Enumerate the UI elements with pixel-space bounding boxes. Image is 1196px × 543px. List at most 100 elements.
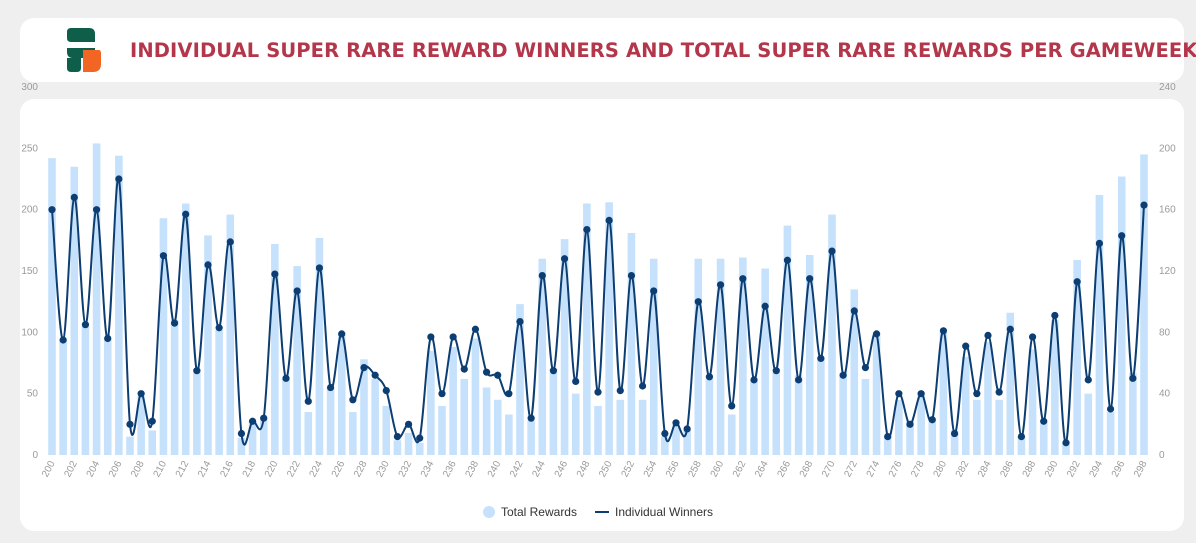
x-axis-tick-label: 254 bbox=[642, 459, 660, 479]
total-rewards-bar bbox=[750, 381, 758, 455]
individual-winners-point bbox=[761, 302, 769, 310]
individual-winners-point bbox=[1095, 239, 1104, 247]
individual-winners-point bbox=[204, 261, 212, 269]
total-rewards-bar bbox=[672, 424, 680, 455]
total-rewards-bar bbox=[493, 399, 502, 455]
left-axis-tick-label: 150 bbox=[21, 266, 38, 277]
x-axis-tick-label: 294 bbox=[1088, 459, 1106, 479]
total-rewards-bar bbox=[917, 393, 925, 455]
x-axis-tick-label: 242 bbox=[508, 459, 526, 479]
total-rewards-bar bbox=[538, 258, 547, 455]
x-axis-tick-label: 290 bbox=[1043, 459, 1061, 479]
total-rewards-bar bbox=[92, 143, 101, 455]
individual-winners-point bbox=[850, 307, 858, 315]
individual-winners-point bbox=[1051, 311, 1059, 320]
right-axis-tick-label: 240 bbox=[1159, 82, 1176, 93]
logo-orange-shape bbox=[83, 50, 101, 72]
total-rewards-bar bbox=[115, 155, 123, 455]
x-axis-tick-label: 234 bbox=[419, 459, 437, 479]
x-axis-ticks: 200 202 204 206 208 210 212 214 216 218 220 222 224 2… bbox=[40, 459, 1150, 479]
individual-winners-point bbox=[817, 354, 825, 362]
total-rewards-bar bbox=[215, 329, 223, 455]
individual-winners-point bbox=[939, 327, 948, 335]
total-rewards-bar bbox=[1095, 194, 1104, 456]
legend-item-total-rewards[interactable]: Total Rewards bbox=[482, 505, 577, 519]
left-axis-tick-label: 0 bbox=[32, 450, 38, 461]
total-rewards-bar bbox=[906, 420, 914, 455]
individual-winners-point bbox=[683, 425, 691, 433]
total-rewards-bar bbox=[794, 375, 803, 455]
individual-winners-point bbox=[1040, 417, 1048, 425]
total-rewards-bar bbox=[1084, 393, 1093, 455]
individual-winners-point bbox=[1106, 405, 1115, 413]
total-rewards-bar bbox=[895, 399, 903, 455]
total-rewards-bar bbox=[482, 387, 491, 455]
individual-winners-point bbox=[215, 324, 223, 332]
individual-winners-point bbox=[126, 420, 134, 428]
individual-winners-point bbox=[416, 434, 424, 442]
individual-winners-point bbox=[950, 429, 959, 438]
total-rewards-bar bbox=[716, 258, 725, 455]
total-rewards-bar bbox=[81, 326, 90, 455]
total-rewards-bar bbox=[861, 378, 870, 455]
x-axis-tick-label: 288 bbox=[1021, 459, 1039, 479]
header-card: INDIVIDUAL SUPER RARE REWARD WINNERS AND… bbox=[20, 18, 1196, 82]
x-axis-tick-label: 230 bbox=[374, 459, 392, 479]
x-axis-tick-label: 210 bbox=[152, 459, 170, 479]
individual-winners-point bbox=[1129, 374, 1137, 382]
x-axis-tick-label: 248 bbox=[575, 459, 593, 479]
individual-winners-points bbox=[48, 175, 1148, 447]
individual-winners-point bbox=[661, 429, 669, 438]
total-rewards-bar bbox=[204, 235, 212, 455]
total-rewards-bar bbox=[772, 369, 781, 455]
individual-winners-point bbox=[482, 368, 491, 376]
individual-winners-point bbox=[1028, 333, 1037, 341]
total-rewards-bar bbox=[961, 356, 970, 455]
total-rewards-bar bbox=[505, 414, 513, 455]
right-axis-tick-label: 120 bbox=[1159, 266, 1176, 277]
x-axis-tick-label: 216 bbox=[218, 459, 236, 479]
total-rewards-bar bbox=[1006, 312, 1015, 455]
individual-winners-point bbox=[393, 433, 402, 441]
individual-winners-point bbox=[271, 270, 279, 278]
total-rewards-bar bbox=[293, 266, 301, 455]
right-axis-ticks: 0 40 80 120 160 200 240 bbox=[1159, 82, 1176, 461]
x-axis-tick-label: 212 bbox=[174, 459, 192, 479]
individual-winners-point bbox=[92, 206, 101, 214]
legend-item-individual-winners[interactable]: Individual Winners bbox=[594, 505, 713, 519]
individual-winners-point bbox=[494, 371, 502, 379]
individual-winners-point bbox=[349, 396, 357, 404]
individual-winners-point bbox=[438, 390, 446, 398]
x-axis-tick-label: 262 bbox=[731, 459, 749, 479]
individual-winners-point bbox=[728, 402, 736, 410]
total-rewards-bar bbox=[705, 375, 714, 455]
legend-swatch-total-rewards bbox=[482, 506, 495, 518]
right-axis-tick-label: 80 bbox=[1159, 327, 1171, 338]
individual-winners-point bbox=[884, 433, 892, 441]
total-rewards-bar bbox=[1129, 372, 1137, 455]
total-rewards-bar bbox=[471, 338, 480, 455]
individual-winners-point bbox=[806, 275, 814, 283]
total-rewards-bar bbox=[427, 350, 435, 455]
individual-winners-point bbox=[739, 275, 747, 283]
individual-winners-point bbox=[115, 175, 123, 183]
total-rewards-bar bbox=[137, 396, 145, 455]
total-rewards-bar bbox=[549, 369, 558, 455]
right-axis-tick-label: 160 bbox=[1159, 205, 1176, 216]
left-axis-tick-label: 300 bbox=[21, 82, 38, 93]
individual-winners-point bbox=[594, 388, 602, 396]
individual-winners-point bbox=[1140, 201, 1148, 209]
individual-winners-point bbox=[917, 390, 925, 398]
individual-winners-point bbox=[260, 414, 268, 422]
total-rewards-bar bbox=[995, 399, 1003, 455]
total-rewards-bar bbox=[1106, 412, 1115, 455]
logo-green-tail bbox=[67, 58, 81, 72]
total-rewards-bar bbox=[148, 430, 157, 455]
total-rewards-bar bbox=[438, 405, 446, 455]
x-axis-tick-label: 266 bbox=[776, 459, 794, 479]
total-rewards-bar bbox=[349, 412, 357, 455]
individual-winners-point bbox=[828, 247, 836, 255]
x-axis-tick-label: 260 bbox=[709, 459, 727, 479]
individual-winners-point bbox=[159, 252, 168, 260]
total-rewards-bar bbox=[170, 320, 179, 455]
